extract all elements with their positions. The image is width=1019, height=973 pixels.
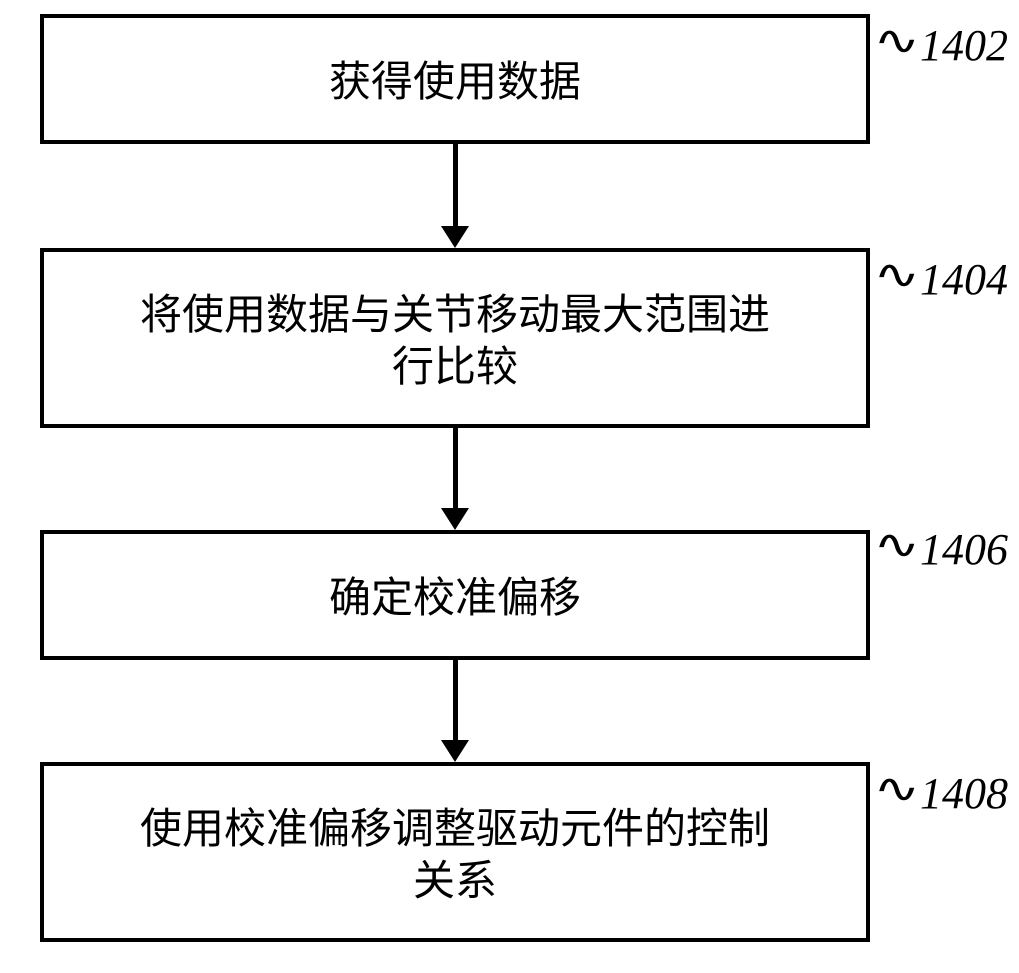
ref-label-1408: 1408 (920, 768, 1008, 819)
arrow-3-4-head (441, 740, 469, 762)
flow-step-3-text: 确定校准偏移 (329, 569, 581, 622)
ref-label-1404: 1404 (920, 254, 1008, 305)
ref-tilde-2: ∿ (873, 252, 920, 298)
ref-label-1402: 1402 (920, 20, 1008, 71)
arrow-2-3-head (441, 508, 469, 530)
arrow-1-2-line (453, 144, 458, 226)
ref-tilde-3: ∿ (873, 522, 920, 568)
ref-tilde-4: ∿ (873, 766, 920, 812)
flow-step-3: 确定校准偏移 (40, 530, 870, 660)
flow-step-4-text: 使用校准偏移调整驱动元件的控制 关系 (140, 800, 770, 905)
flow-step-2-text: 将使用数据与关节移动最大范围进 行比较 (140, 286, 770, 391)
flow-step-2: 将使用数据与关节移动最大范围进 行比较 (40, 248, 870, 428)
arrow-3-4-line (453, 660, 458, 740)
ref-tilde-1: ∿ (873, 18, 920, 64)
flow-step-4: 使用校准偏移调整驱动元件的控制 关系 (40, 762, 870, 942)
flow-step-1: 获得使用数据 (40, 14, 870, 144)
arrow-2-3-line (453, 428, 458, 508)
flowchart-canvas: 获得使用数据 ∿ 1402 将使用数据与关节移动最大范围进 行比较 ∿ 1404… (0, 0, 1019, 973)
ref-label-1406: 1406 (920, 524, 1008, 575)
arrow-1-2-head (441, 226, 469, 248)
flow-step-1-text: 获得使用数据 (329, 53, 581, 106)
